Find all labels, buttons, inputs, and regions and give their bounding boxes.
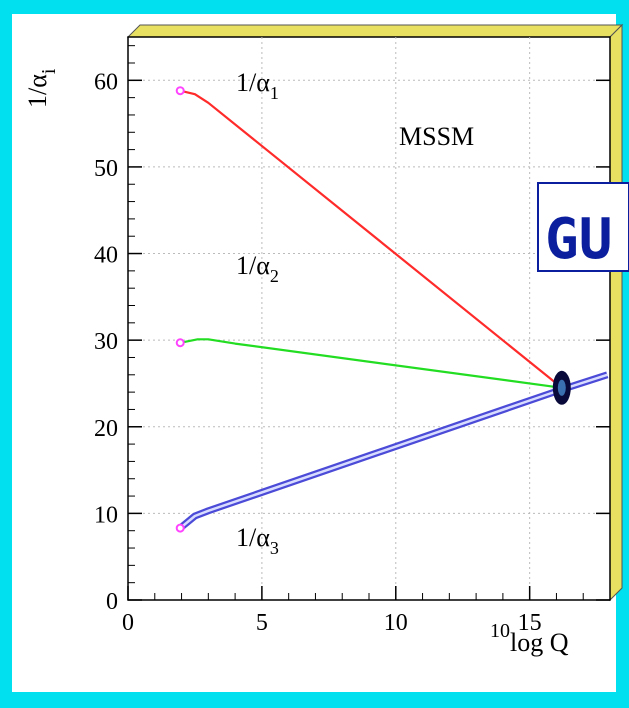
inset-text: GU — [545, 207, 612, 272]
y-axis-label: 1/αi — [23, 68, 60, 108]
series-lines — [177, 89, 609, 531]
y-tick-label-0: 0 — [106, 589, 118, 615]
series-line-3-core — [179, 373, 608, 530]
start-markers — [175, 86, 185, 533]
y-tick-label-30: 30 — [94, 329, 118, 355]
unification-ellipse-core — [557, 379, 566, 396]
model-label: MSSM — [399, 122, 474, 151]
box-top-face — [126, 24, 624, 38]
series-start-marker-1 — [175, 86, 185, 96]
x-tick-label-10: 10 — [384, 610, 408, 636]
box-right-face — [609, 23, 623, 602]
y-tick-label-40: 40 — [94, 243, 118, 269]
series-start-marker-2 — [175, 338, 185, 348]
y-tick-label-10: 10 — [94, 502, 118, 528]
y-tick-label-50: 50 — [94, 156, 118, 182]
y-tick-labels: 0 10 20 30 40 50 60 — [94, 69, 118, 615]
inset-box — [537, 182, 629, 272]
x-tick-label-5: 5 — [256, 610, 268, 636]
x-tick-labels: 0 5 10 15 — [122, 610, 542, 636]
series-start-marker-3 — [175, 523, 185, 533]
y-tick-label-20: 20 — [94, 416, 118, 442]
unification-point — [552, 370, 571, 405]
series-label-2: 1/α2 — [236, 251, 279, 286]
series-line-2 — [179, 338, 562, 389]
x-tick-label-15: 15 — [518, 610, 542, 636]
y-tick-label-60: 60 — [94, 69, 118, 95]
x-tick-label-0: 0 — [122, 610, 134, 636]
x-axis-label: 10log Q — [490, 620, 569, 657]
series-label-1: 1/α1 — [236, 68, 279, 103]
series-label-3: 1/α3 — [236, 523, 279, 558]
series-line-1 — [179, 89, 563, 389]
axis-ticks — [127, 45, 610, 601]
